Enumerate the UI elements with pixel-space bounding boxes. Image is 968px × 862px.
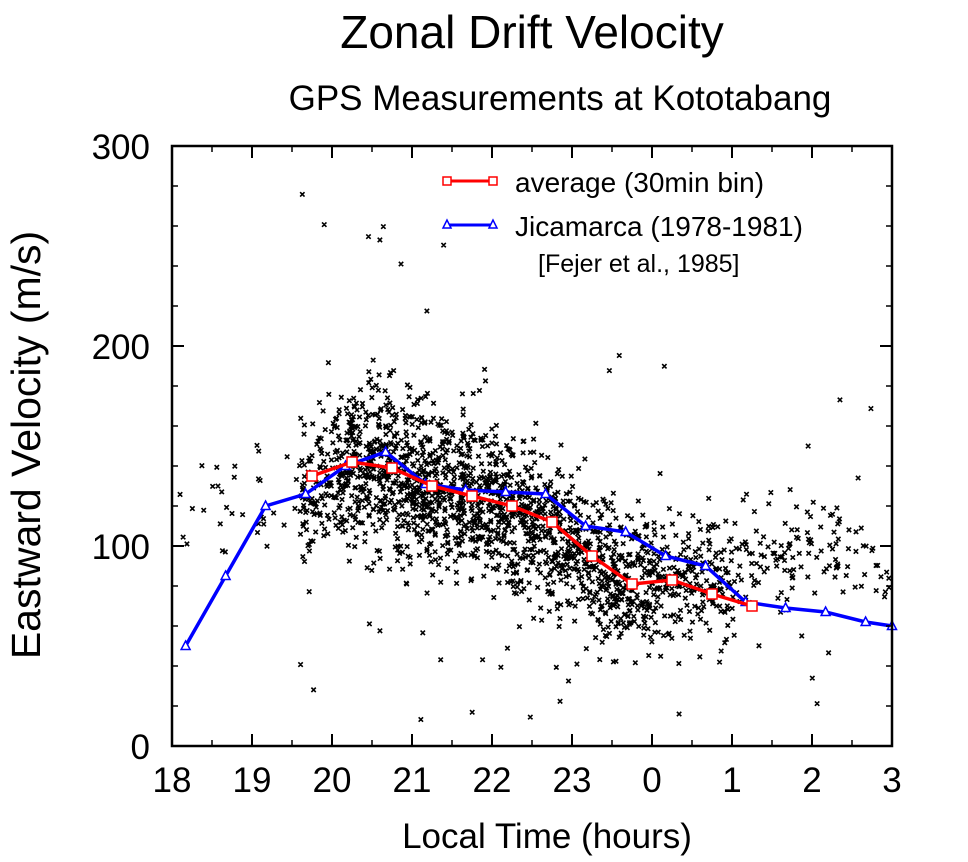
legend-average-marker-left: [442, 176, 452, 186]
x-axis-label: Local Time (hours): [402, 817, 692, 856]
legend-average-marker-right: [488, 176, 498, 186]
jicamarca-point: [859, 615, 872, 627]
legend-jicamarca-label: Jicamarca (1978-1981): [515, 211, 803, 242]
jicamarca-point: [539, 487, 552, 499]
plot-area: [177, 191, 898, 723]
jicamarca-point: [299, 487, 312, 499]
jicamarca-point: [659, 549, 672, 561]
series-jicamarca: [179, 445, 898, 651]
chart-subtitle: GPS Measurements at Kototabang: [289, 79, 832, 118]
average-line: [311, 460, 753, 608]
x-tick-label: 23: [553, 761, 592, 800]
average-point: [666, 574, 678, 586]
x-tick-label: 18: [153, 761, 192, 800]
y-tick-label: 300: [92, 128, 150, 167]
jicamarca-point: [379, 445, 392, 457]
average-point: [586, 550, 598, 562]
x-tick-label: 21: [393, 761, 432, 800]
average-point: [506, 500, 518, 512]
jicamarca-point: [179, 639, 192, 651]
average-point: [626, 578, 638, 590]
x-tick-label: 22: [473, 761, 512, 800]
legend: average (30min bin) Jicamarca (1978-1981…: [441, 167, 803, 278]
average-point: [306, 470, 318, 482]
average-point: [706, 588, 718, 600]
legend-reference-note: [Fejer et al., 1985]: [538, 250, 740, 278]
y-tick-label: 200: [92, 328, 150, 367]
y-axis-label: Eastward Velocity (m/s): [3, 231, 49, 659]
jicamarca-point: [499, 485, 512, 497]
y-tick-label: 100: [92, 528, 150, 567]
jicamarca-point: [219, 569, 232, 581]
average-point: [426, 480, 438, 492]
x-tick-label: 3: [882, 761, 901, 800]
legend-average-label: average (30min bin): [515, 167, 764, 198]
jicamarca-point: [699, 559, 712, 571]
average-point: [466, 490, 478, 502]
average-point: [546, 516, 558, 528]
legend-jicamarca-marker-left: [441, 218, 453, 229]
x-tick-label: 20: [313, 761, 352, 800]
legend-jicamarca-marker-right: [487, 218, 499, 229]
average-point: [346, 456, 358, 468]
jicamarca-point: [579, 519, 592, 531]
average-point: [386, 462, 398, 474]
chart-title: Zonal Drift Velocity: [340, 6, 723, 58]
jicamarca-point: [779, 601, 792, 613]
jicamarca-point: [619, 525, 632, 537]
jicamarca-point: [259, 499, 272, 511]
scatter-cloud: [177, 191, 892, 723]
y-tick-label: 0: [131, 728, 150, 767]
jicamarca-point: [819, 605, 832, 617]
series-average: [306, 456, 758, 612]
scatter-points: [177, 191, 892, 723]
x-tick-label: 19: [233, 761, 272, 800]
average-point: [746, 600, 758, 612]
x-tick-label: 1: [722, 761, 741, 800]
x-tick-label: 0: [642, 761, 661, 800]
x-tick-label: 2: [802, 761, 821, 800]
